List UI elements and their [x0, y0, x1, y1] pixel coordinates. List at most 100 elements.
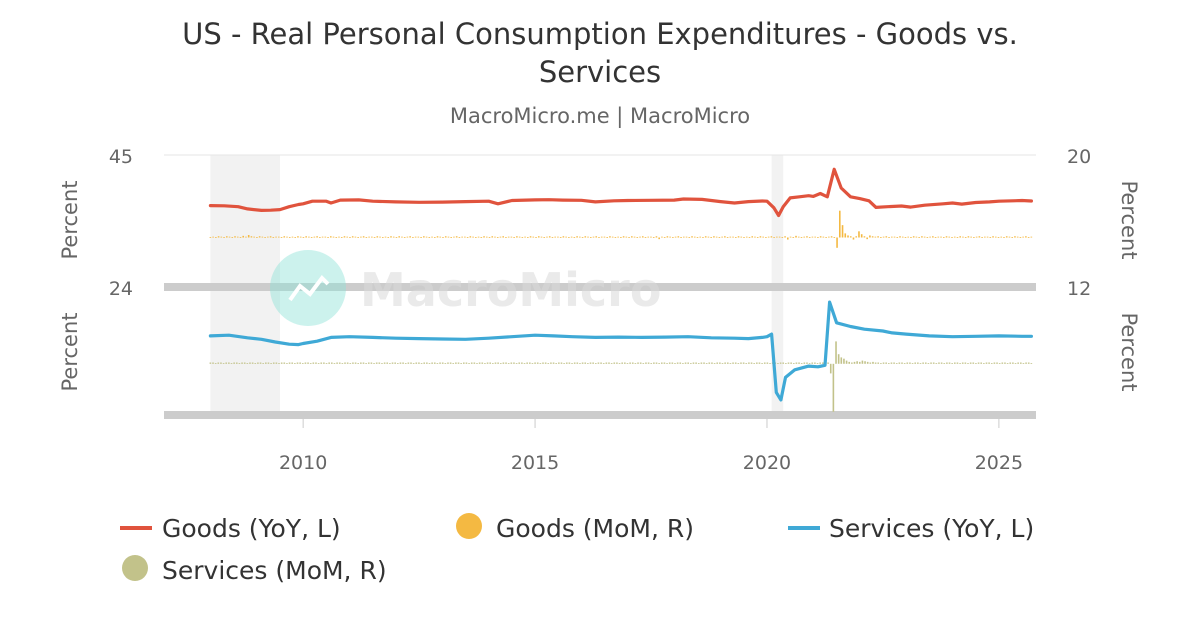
- goods-mom-bar-9: [234, 236, 236, 238]
- goods-mom-bar-66: [390, 236, 392, 238]
- services-mom-bar-86: [436, 363, 439, 364]
- goods-mom-bar-158: [641, 236, 644, 238]
- services-mom-bar-298: [996, 362, 998, 364]
- goods-mom-bar-107: [502, 236, 504, 238]
- services-mom-bar-57: [360, 362, 362, 364]
- goods-mom-bar-194: [740, 236, 743, 238]
- services-mom-bar-14: [246, 363, 249, 364]
- goods-mom-bar-16: [253, 236, 255, 238]
- services-mom-bar-202: [742, 362, 745, 364]
- services-mom-bar-71: [397, 363, 399, 364]
- goods-mom-bar-262: [926, 237, 929, 238]
- goods-mom-bar-23: [272, 237, 275, 238]
- services-mom-bar-98: [468, 363, 470, 364]
- goods-mom-bar-211: [787, 237, 789, 240]
- services-mom-bar-113: [507, 363, 510, 364]
- services-mom-bar-197: [729, 363, 732, 364]
- services-mom-bar-249: [866, 361, 869, 364]
- services-mom-bar-42: [320, 362, 323, 364]
- goods-mom-bar-221: [814, 236, 816, 238]
- services-mom-bar-11: [238, 363, 241, 364]
- goods-mom-bar-18: [258, 236, 261, 238]
- goods-mom-bar-67: [392, 236, 395, 238]
- services-yoy-line: [208, 300, 1034, 402]
- services-mom-bar-160: [631, 362, 634, 364]
- services-mom-bar-56: [357, 363, 360, 364]
- goods-mom-bar-289: [1000, 236, 1003, 238]
- goods-mom-bar-106: [499, 236, 502, 238]
- services-mom-bar-221: [792, 363, 795, 364]
- legend: Goods (YoY, L) Goods (MoM, R) Services (…: [120, 513, 1034, 585]
- services-mom-bar-145: [592, 362, 594, 364]
- services-mom-bar-300: [1001, 362, 1004, 364]
- services-mom-bar-238: [837, 354, 840, 364]
- services-mom-bar-12: [241, 362, 243, 364]
- goods-mom-bar-24: [275, 236, 277, 238]
- goods-mom-bar-125: [551, 237, 554, 238]
- goods-mom-bar-98: [477, 236, 480, 238]
- services-mom-bar-126: [542, 362, 544, 364]
- goods-mom-bar-89: [453, 236, 455, 238]
- goods-mom-bar-22: [269, 236, 272, 238]
- services-mom-bar-53: [349, 363, 352, 364]
- goods-mom-bar-182: [707, 236, 710, 238]
- services-mom-bar-241: [845, 360, 848, 364]
- services-mom-bar-73: [402, 362, 404, 364]
- services-mom-bar-185: [697, 363, 700, 364]
- services-mom-bar-311: [1030, 363, 1033, 364]
- goods-mom-bar-282: [981, 237, 983, 238]
- watermark-text: MacroMicro: [360, 263, 661, 317]
- goods-mom-bar-242: [871, 236, 874, 238]
- services-mom-bar-280: [948, 362, 951, 364]
- services-mom-bar-251: [872, 361, 874, 364]
- goods-mom-bar-91: [458, 237, 461, 238]
- services-mom-bar-18: [257, 362, 259, 364]
- goods-mom-bar-236: [855, 236, 858, 238]
- services-mom-bar-118: [521, 362, 523, 364]
- services-mom-bar-87: [439, 362, 441, 364]
- legend-item-goods-mom[interactable]: Goods (MoM, R): [456, 513, 694, 543]
- services-mom-bar-253: [877, 362, 880, 364]
- services-mom-bar-107: [492, 363, 494, 364]
- services-mom-bar-275: [935, 363, 938, 364]
- services-mom-bar-109: [497, 362, 499, 364]
- goods-mom-bar-131: [568, 237, 570, 238]
- services-mom-bar-156: [621, 362, 623, 364]
- goods-mom-bar-17: [256, 237, 258, 238]
- services-mom-bar-289: [972, 362, 975, 364]
- services-mom-bar-174: [668, 362, 671, 364]
- services-mom-bar-80: [420, 363, 423, 364]
- goods-mom-bar-11: [239, 237, 242, 238]
- services-mom-bar-100: [473, 362, 476, 364]
- goods-mom-bar-174: [685, 236, 688, 238]
- services-mom-bar-260: [895, 363, 898, 364]
- services-mom-bar-27: [280, 362, 283, 364]
- services-mom-bar-41: [317, 363, 320, 364]
- goods-mom-bar-39: [316, 236, 318, 238]
- legend-item-services-mom[interactable]: Services (MoM, R): [122, 555, 387, 585]
- services-mom-bar-250: [869, 362, 872, 364]
- legend-item-services-yoy[interactable]: Services (YoY, L): [788, 514, 1034, 543]
- goods-mom-bar-213: [792, 237, 795, 238]
- goods-mom-bar-275: [962, 236, 964, 238]
- services-mom-bar-49: [338, 362, 341, 364]
- services-mom-bar-223: [798, 362, 800, 364]
- services-mom-bar-184: [695, 362, 697, 364]
- goods-mom-bar-128: [559, 237, 562, 238]
- services-mom-bar-216: [779, 362, 782, 364]
- goods-mom-bar-137: [584, 236, 587, 238]
- goods-mom-bar-130: [565, 236, 567, 238]
- services-mom-bar-310: [1027, 362, 1030, 364]
- services-mom-bar-263: [903, 363, 906, 364]
- services-mom-bar-21: [265, 362, 267, 364]
- goods-mom-bar-44: [329, 236, 332, 238]
- services-mom-bar-15: [249, 362, 251, 364]
- services-mom-bar-194: [721, 363, 724, 364]
- services-mom-bar-232: [822, 362, 824, 364]
- goods-mom-bar-76: [417, 236, 420, 238]
- goods-mom-bar-79: [425, 236, 428, 238]
- goods-mom-bar-298: [1025, 236, 1027, 238]
- services-mom-bar-101: [476, 363, 478, 364]
- legend-item-goods-yoy[interactable]: Goods (YoY, L): [120, 514, 341, 543]
